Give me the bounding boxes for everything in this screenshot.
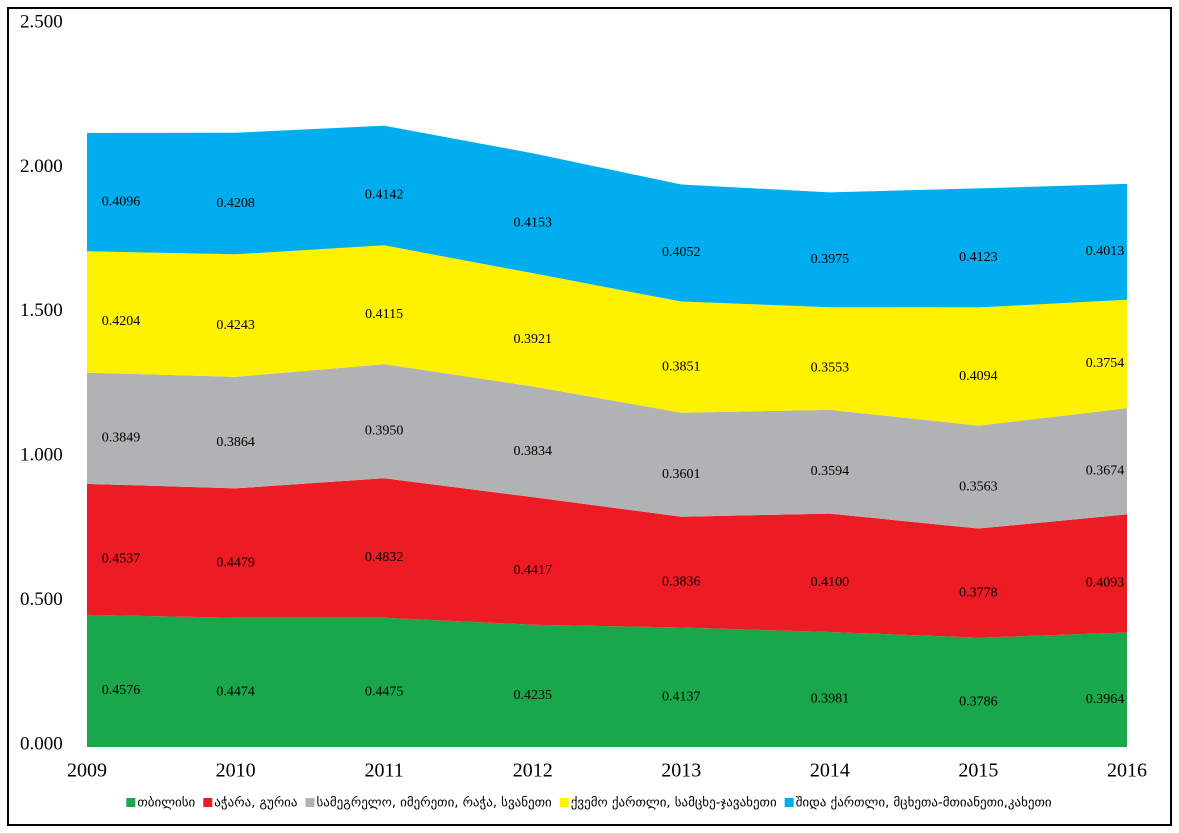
- value-label: 0.4479: [216, 555, 255, 570]
- value-label: 0.3975: [811, 252, 850, 267]
- value-label: 0.4094: [959, 369, 998, 384]
- legend-label: შიდა ქართლი, მცხეთა-მთიანეთი,კახეთი: [796, 796, 1052, 811]
- legend-swatch: [784, 798, 794, 807]
- value-label: 0.3981: [811, 692, 850, 707]
- value-label: 0.3601: [662, 467, 701, 482]
- value-label: 0.3594: [811, 464, 850, 479]
- value-label: 0.4142: [365, 188, 404, 203]
- y-tick-label: 1.000: [20, 445, 63, 466]
- x-tick-label: 2015: [958, 760, 998, 782]
- y-tick-label: 0.500: [20, 589, 63, 610]
- legend-swatch: [305, 798, 315, 807]
- area: [87, 245, 1127, 426]
- value-label: 0.3851: [662, 359, 701, 374]
- value-label: 0.4204: [102, 314, 141, 329]
- value-label: 0.3754: [1086, 356, 1125, 371]
- value-label: 0.4153: [513, 215, 552, 230]
- legend-label: თბილისი: [137, 796, 195, 811]
- value-label: 0.4832: [365, 550, 404, 565]
- value-label: 0.4243: [216, 318, 255, 333]
- x-tick-label: 2013: [661, 760, 701, 782]
- value-label: 0.3674: [1086, 463, 1125, 478]
- value-label: 0.3964: [1086, 692, 1125, 707]
- value-label: 0.4123: [959, 250, 998, 265]
- value-label: 0.4417: [513, 563, 552, 578]
- y-tick-label: 2.000: [20, 156, 63, 177]
- x-tick-label: 2010: [216, 760, 256, 782]
- value-label: 0.3849: [102, 430, 141, 445]
- value-label: 0.4235: [513, 688, 552, 703]
- value-label: 0.3836: [662, 574, 701, 589]
- value-label: 0.4208: [216, 196, 255, 211]
- value-label: 0.4576: [102, 683, 141, 698]
- x-tick-label: 2009: [67, 760, 107, 782]
- value-label: 0.3563: [959, 479, 998, 494]
- value-label: 0.3553: [811, 361, 850, 376]
- y-tick-label: 0.000: [20, 733, 63, 754]
- legend-label: ქვემო ქართლი, სამცხე-ჯავახეთი: [571, 796, 777, 811]
- legend-label: აჭარა, გურია: [214, 796, 297, 811]
- value-label: 0.4052: [662, 245, 701, 260]
- value-label: 0.4100: [811, 575, 850, 590]
- value-label: 0.3864: [216, 435, 255, 450]
- value-label: 0.4013: [1086, 244, 1125, 259]
- value-label: 0.4115: [365, 307, 403, 322]
- value-label: 0.3786: [959, 695, 998, 710]
- value-label: 0.3778: [959, 585, 998, 600]
- value-label: 0.4474: [216, 685, 255, 700]
- y-tick-label: 1.500: [20, 300, 63, 321]
- legend-swatch: [559, 798, 569, 807]
- value-label: 0.4096: [102, 194, 141, 209]
- x-tick-label: 2014: [810, 760, 850, 782]
- area: [87, 478, 1127, 638]
- area: [87, 614, 1127, 747]
- legend-swatch: [126, 798, 136, 807]
- legend: თბილისი აჭარა, გურია სამეგრელო, იმერეთი, რ…: [126, 796, 1052, 811]
- y-tick-label: 2.500: [20, 11, 63, 32]
- value-label: 0.3921: [513, 332, 552, 347]
- value-label: 0.4093: [1086, 576, 1125, 591]
- area: [87, 364, 1127, 529]
- value-label: 0.4475: [365, 685, 404, 700]
- value-label: 0.3834: [513, 444, 552, 459]
- legend-label: სამეგრელო, იმერეთი, რაჭა, სვანეთი: [317, 796, 553, 811]
- value-label: 0.3950: [365, 423, 404, 438]
- value-label: 0.4137: [662, 689, 701, 704]
- legend-swatch: [203, 798, 213, 807]
- area: [87, 125, 1127, 308]
- x-tick-label: 2016: [1107, 760, 1147, 782]
- x-tick-label: 2011: [365, 760, 404, 782]
- x-tick-label: 2012: [513, 760, 553, 782]
- value-label: 0.4537: [102, 552, 141, 567]
